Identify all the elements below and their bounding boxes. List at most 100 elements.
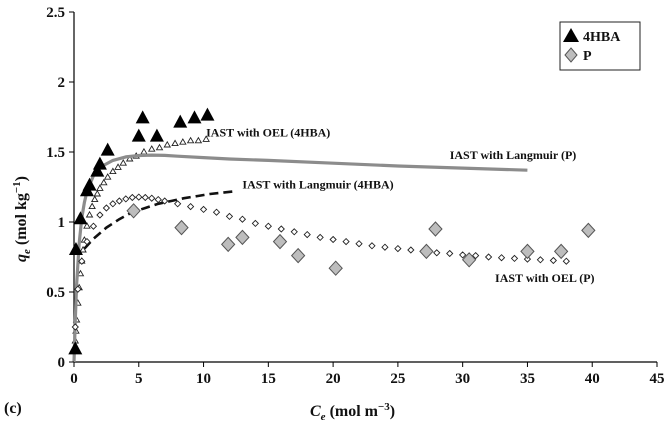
x-axis-title: Ce (mol m−3) (310, 401, 395, 422)
series-point-iast-oel-p (109, 200, 117, 208)
series-point-iast-oel-p (510, 254, 519, 263)
series-point-iast-oel-4hba (125, 154, 134, 162)
series-point-iast-oel-4hba (109, 167, 117, 175)
series-point-iast-oel-4hba (114, 163, 122, 170)
data-point-p (272, 233, 288, 250)
data-point-p (419, 243, 434, 260)
series-point-iast-oel-4hba (140, 147, 148, 155)
series-line-iast-langmuir-p (72, 153, 528, 363)
x-axis-close: ) (390, 403, 395, 420)
series-point-iast-oel-p (264, 222, 272, 230)
data-point-4hba (149, 128, 164, 142)
data-point-4hba (68, 242, 83, 255)
legend-label-p: P (583, 49, 592, 64)
series-point-iast-oel-p (394, 244, 402, 253)
x-tick-label: 20 (326, 371, 341, 387)
data-point-4hba (135, 110, 150, 124)
curve-annotation: IAST with Langmuir (4HBA) (242, 177, 393, 191)
series-line-iast-langmuir-4hba (83, 189, 237, 250)
y-axis-unit: (mol kg (13, 193, 30, 249)
data-point-p (126, 203, 141, 219)
series-point-iast-oel-p (74, 285, 82, 293)
curve-annotation: IAST with OEL (4HBA) (206, 126, 330, 140)
y-tick-label: 0.5 (46, 285, 65, 301)
series-point-iast-oel-4hba (100, 178, 108, 186)
x-tick-label: 10 (196, 371, 211, 387)
series-point-iast-oel-4hba (90, 195, 99, 203)
data-point-4hba (131, 128, 146, 142)
series-point-iast-oel-p (83, 237, 91, 246)
x-axis-subscript: e (321, 411, 326, 422)
series-point-iast-oel-p (368, 242, 376, 250)
series-point-iast-oel-4hba (147, 145, 156, 152)
series-point-iast-oel-p (355, 240, 363, 248)
x-tick-label: 25 (390, 371, 405, 387)
data-point-4hba (73, 211, 88, 225)
series-point-iast-oel-p (407, 246, 415, 254)
x-tick-label: 0 (70, 371, 78, 387)
series-point-iast-oel-p (154, 195, 162, 204)
y-axis-subscript: e (21, 249, 33, 254)
legend-marker-4hba (563, 28, 579, 42)
annotation-layer: IAST with OEL (4HBA) IAST with Langmuir (… (206, 126, 594, 286)
series-point-iast-oel-p (238, 215, 247, 223)
legend-label-4hba: 4HBA (583, 30, 621, 45)
series-point-iast-oel-p (316, 233, 324, 242)
series-point-iast-oel-4hba (85, 210, 94, 218)
series-point-iast-oel-p (78, 257, 86, 265)
series-point-iast-oel-4hba (93, 189, 102, 197)
series-point-iast-oel-p (225, 212, 234, 221)
y-tick-label: 1.5 (46, 145, 65, 161)
data-point-4hba (173, 114, 188, 128)
x-axis-symbol: C (310, 403, 321, 420)
series-point-iast-oel-4hba (171, 139, 179, 147)
data-point-4hba (82, 177, 97, 191)
series-point-iast-oel-4hba (202, 135, 210, 142)
data-point-p (235, 229, 250, 246)
x-tick-label: 15 (261, 371, 276, 387)
series-point-iast-oel-4hba (186, 136, 195, 144)
marker-layer (68, 107, 596, 355)
series-point-iast-oel-p (549, 256, 557, 265)
series-point-iast-oel-4hba (79, 245, 87, 253)
series-point-iast-oel-4hba (155, 143, 164, 151)
data-point-4hba (187, 110, 202, 124)
data-point-4hba (200, 107, 215, 121)
y-tick-label: 2.5 (46, 5, 65, 21)
x-axis-unit: (mol m (326, 403, 379, 420)
curve-layer (70, 135, 570, 363)
y-axis-title: qe (mol kg−1) (11, 176, 33, 262)
series-point-iast-oel-p (89, 222, 98, 230)
series-point-iast-oel-4hba (179, 138, 187, 145)
y-tick-label: 2 (58, 75, 66, 91)
curve-annotation: IAST with Langmuir (P) (450, 148, 577, 162)
data-point-p (328, 260, 343, 276)
x-tick-label: 35 (520, 371, 535, 387)
series-point-iast-oel-p (471, 251, 480, 260)
data-point-4hba (68, 341, 83, 355)
series-point-iast-oel-p (102, 204, 111, 212)
data-point-4hba (100, 142, 115, 156)
series-point-iast-oel-p (141, 193, 149, 202)
x-tick-label: 5 (135, 371, 143, 387)
data-point-p (461, 252, 477, 268)
series-point-iast-oel-p (174, 200, 182, 208)
x-tick-label: 45 (650, 371, 665, 387)
series-point-iast-oel-p (135, 193, 143, 201)
series-point-iast-oel-p (290, 228, 298, 236)
series-point-iast-oel-p (497, 254, 506, 262)
data-point-p (581, 222, 596, 239)
series-point-iast-oel-p (303, 230, 311, 239)
data-point-4hba (90, 163, 105, 177)
series-point-iast-oel-4hba (163, 140, 172, 148)
y-tick-label: 0 (58, 355, 66, 371)
y-axis-symbol: q (13, 254, 30, 262)
series-point-iast-oel-p (459, 251, 467, 259)
x-axis-unit-sup: −3 (378, 401, 390, 413)
data-point-p (553, 243, 569, 260)
series-point-iast-oel-4hba (76, 269, 85, 277)
series-point-iast-oel-p (128, 193, 136, 202)
series-point-iast-oel-p (433, 249, 441, 257)
series-point-iast-oel-p (115, 197, 123, 205)
series-point-iast-oel-4hba (194, 136, 203, 144)
